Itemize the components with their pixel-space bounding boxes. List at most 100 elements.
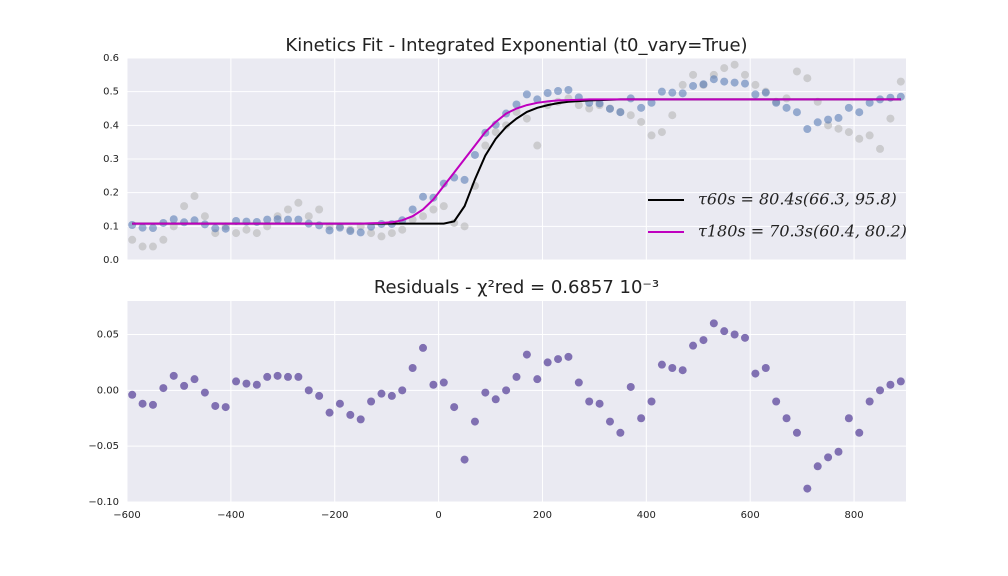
data-point xyxy=(294,215,303,224)
data-point xyxy=(159,384,168,393)
data-point xyxy=(439,378,448,387)
data-point xyxy=(263,372,272,381)
data-point xyxy=(294,372,303,381)
x-tick-label: 200 xyxy=(533,510,552,521)
data-point xyxy=(616,108,625,117)
data-point xyxy=(668,111,677,120)
data-point xyxy=(803,74,812,83)
legend-label: τ60s = 80.4s(66.3, 95.8) xyxy=(698,190,897,209)
data-point xyxy=(761,364,770,372)
data-point xyxy=(855,134,864,143)
data-point xyxy=(502,121,511,130)
data-point xyxy=(792,428,801,437)
data-point xyxy=(315,205,324,214)
data-point xyxy=(585,104,594,113)
data-point xyxy=(283,372,292,381)
data-point xyxy=(792,67,801,76)
data-point xyxy=(180,202,189,211)
data-point xyxy=(574,378,583,387)
data-point xyxy=(564,85,573,94)
data-point xyxy=(730,60,739,69)
data-point xyxy=(491,395,500,404)
data-point xyxy=(283,215,292,224)
data-point xyxy=(896,377,905,386)
data-point xyxy=(647,131,656,140)
data-point xyxy=(190,216,199,225)
data-point xyxy=(720,77,729,86)
data-point xyxy=(595,399,604,408)
y-tick-label: 0.2 xyxy=(103,188,119,199)
data-point xyxy=(605,104,614,113)
data-point xyxy=(730,78,739,87)
data-point xyxy=(221,224,230,233)
data-point xyxy=(803,125,812,134)
x-tick-label: 600 xyxy=(741,510,760,521)
data-point xyxy=(180,381,189,390)
data-point xyxy=(169,215,178,224)
data-point xyxy=(481,141,490,150)
data-point xyxy=(304,386,313,395)
data-point xyxy=(138,399,147,408)
data-point xyxy=(896,77,905,86)
data-point xyxy=(605,417,614,426)
y-tick-label: 0.6 xyxy=(103,53,119,64)
data-point xyxy=(720,64,729,73)
data-point xyxy=(273,371,282,380)
data-point xyxy=(232,377,241,386)
data-point xyxy=(335,399,344,408)
data-point xyxy=(876,144,885,153)
data-point xyxy=(128,390,137,399)
data-point xyxy=(439,179,448,188)
legend-label: τ180s = 70.3s(60.4, 80.2) xyxy=(698,222,907,241)
data-point xyxy=(335,223,344,232)
data-point xyxy=(263,215,272,224)
data-point xyxy=(689,70,698,79)
data-point xyxy=(200,388,209,397)
data-point xyxy=(512,100,521,109)
data-point xyxy=(419,192,428,201)
data-point xyxy=(533,95,542,104)
data-point xyxy=(200,212,209,221)
data-point xyxy=(741,79,750,88)
y-tick-label: −0.10 xyxy=(88,497,119,508)
data-point xyxy=(855,108,864,117)
data-point xyxy=(325,408,334,417)
data-point xyxy=(678,366,687,375)
data-point xyxy=(304,212,313,221)
data-point xyxy=(626,111,635,120)
data-point xyxy=(180,218,189,227)
data-point xyxy=(377,232,386,241)
data-point xyxy=(678,80,687,89)
data-point xyxy=(751,80,760,89)
data-point xyxy=(647,397,656,406)
data-point xyxy=(367,229,376,238)
data-point xyxy=(491,128,500,137)
data-point xyxy=(782,103,791,112)
data-point xyxy=(346,410,355,419)
data-point xyxy=(439,202,448,211)
data-point xyxy=(709,319,718,328)
data-point xyxy=(398,386,407,395)
data-point xyxy=(730,330,739,339)
x-tick-label: 400 xyxy=(637,510,656,521)
data-point xyxy=(283,205,292,214)
plot-area xyxy=(127,301,906,502)
data-point xyxy=(377,389,386,398)
data-point xyxy=(824,121,833,130)
data-point xyxy=(761,88,770,97)
data-point xyxy=(689,341,698,350)
data-point xyxy=(543,89,552,98)
data-point xyxy=(554,86,563,95)
data-point xyxy=(533,141,542,150)
data-point xyxy=(574,101,583,110)
data-point xyxy=(564,352,573,361)
fit-line xyxy=(132,98,901,225)
data-point xyxy=(367,222,376,231)
data-point xyxy=(772,98,781,107)
data-point xyxy=(657,87,666,96)
data-point xyxy=(315,391,324,400)
data-point xyxy=(429,205,438,214)
data-point xyxy=(356,415,365,424)
y-tick-label: 0.05 xyxy=(97,330,119,341)
